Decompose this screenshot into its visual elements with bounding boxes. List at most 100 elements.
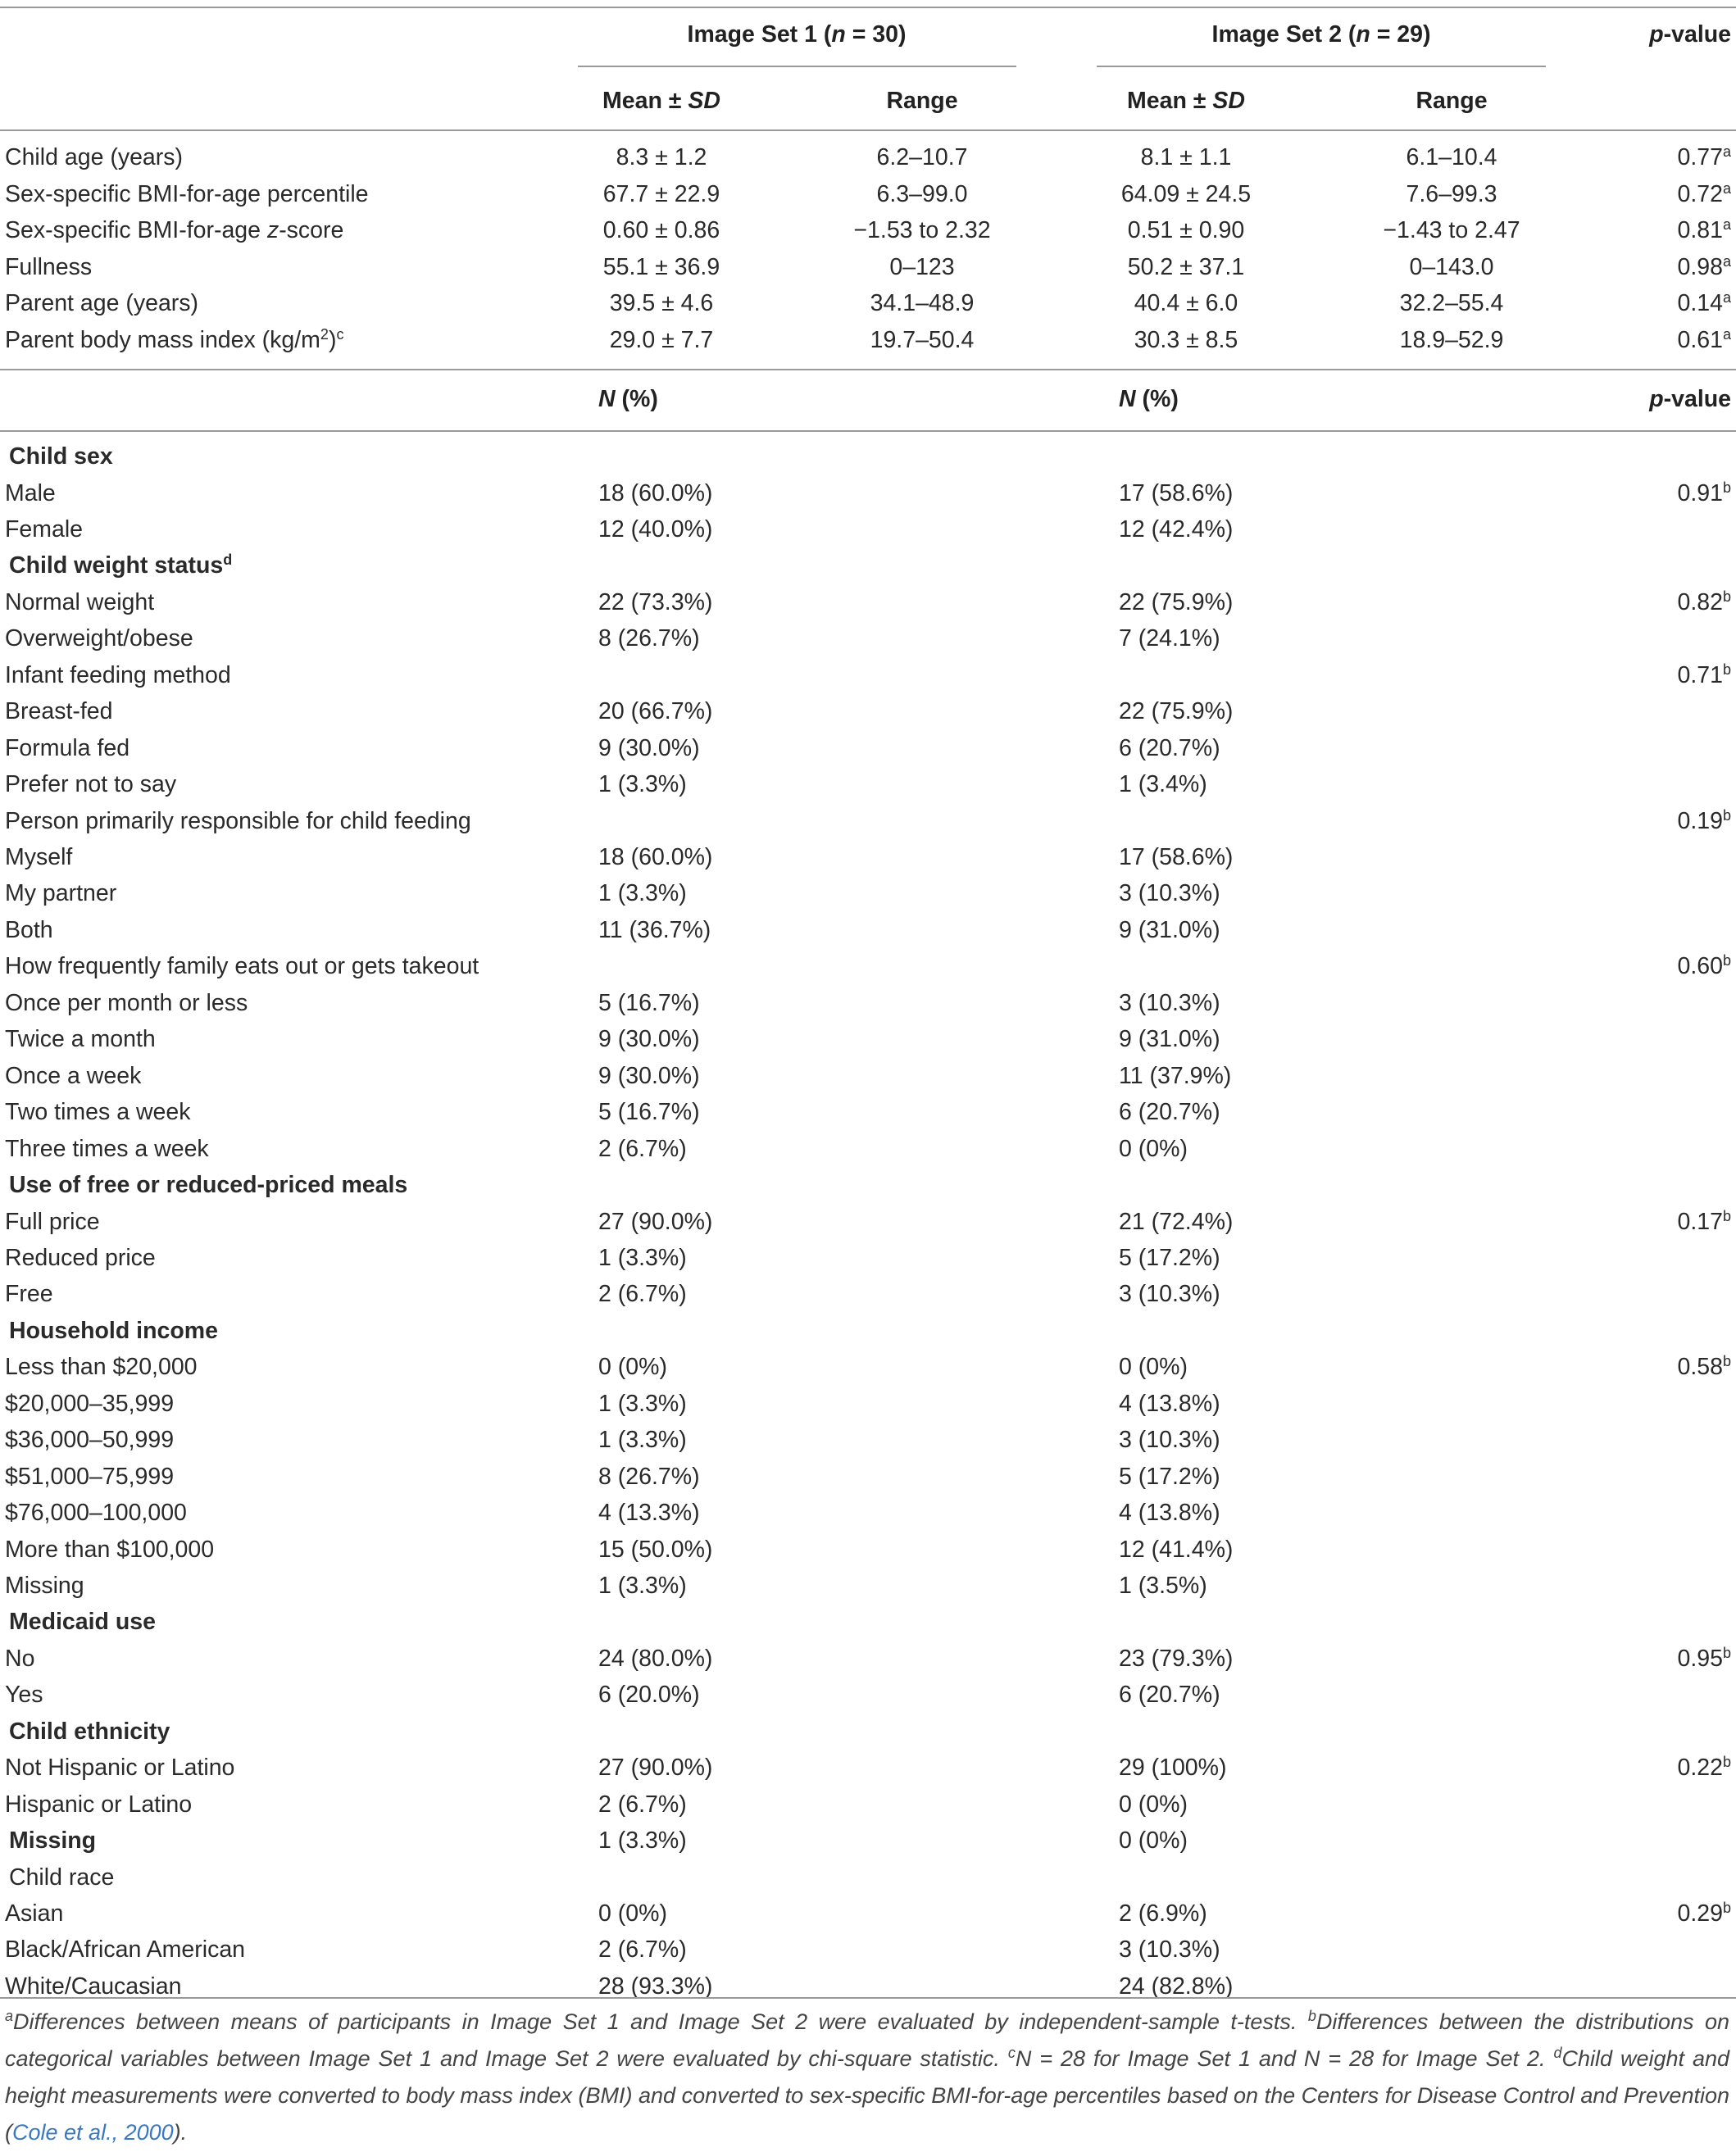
p-value-sup: b bbox=[1722, 1207, 1731, 1224]
row-label-text: Use of free or reduced-priced meals bbox=[9, 1172, 408, 1198]
row-label: Formula fed bbox=[5, 732, 130, 765]
row-label: Sex-specific BMI-for-age percentile bbox=[5, 178, 369, 211]
mean-sd-set2: 8.1 ± 1.1 bbox=[1140, 144, 1232, 170]
p-value: 0.17b bbox=[1678, 1205, 1732, 1238]
row-label: Not Hispanic or Latino bbox=[5, 1751, 234, 1784]
p-value-sup: b bbox=[1722, 588, 1731, 605]
row-label-sup: c bbox=[336, 325, 344, 343]
row-label-text: Child weight status bbox=[9, 552, 224, 579]
row-label: Both bbox=[5, 914, 53, 947]
n-pct-set2: 6 (20.7%) bbox=[1119, 1682, 1220, 1709]
row-label: Male bbox=[5, 477, 56, 510]
n-pct-set2: 5 (17.2%) bbox=[1119, 1463, 1220, 1490]
p-value-number: 0.14 bbox=[1677, 290, 1723, 316]
n-pct-set1: 20 (66.7%) bbox=[598, 698, 713, 725]
p-value-sup: b bbox=[1722, 479, 1731, 496]
row-label: Two times a week bbox=[5, 1096, 191, 1128]
p-value-sup: a bbox=[1722, 325, 1731, 343]
n-pct-set1: 1 (3.3%) bbox=[598, 1573, 687, 1599]
p-value-sup: b bbox=[1722, 1645, 1731, 1661]
row-label-text: Three times a week bbox=[5, 1135, 209, 1162]
n-pct-set1: 4 (13.3%) bbox=[598, 1500, 700, 1527]
row-label: Black/African American bbox=[5, 1933, 245, 1966]
row-label-text: Less than $20,000 bbox=[5, 1354, 198, 1381]
row-label: Myself bbox=[5, 841, 72, 874]
n-pct-set2: 3 (10.3%) bbox=[1119, 1427, 1220, 1454]
row-label-text: More than $100,000 bbox=[5, 1536, 215, 1563]
range-set1: 34.1–48.9 bbox=[870, 290, 975, 316]
p-value-sup: a bbox=[1722, 252, 1731, 270]
p-value: 0.14a bbox=[1678, 287, 1732, 320]
n-pct-set2: 5 (17.2%) bbox=[1119, 1244, 1220, 1271]
row-label-text: $51,000–75,999 bbox=[5, 1463, 175, 1490]
n-pct-set1: 8 (26.7%) bbox=[598, 1463, 700, 1490]
section-heading: Household income bbox=[9, 1314, 218, 1347]
row-label: $51,000–75,999 bbox=[5, 1460, 174, 1493]
n-pct-set2: 0 (0%) bbox=[1119, 1827, 1188, 1855]
n-pct-set1: 18 (60.0%) bbox=[598, 479, 713, 506]
p-value: 0.77a bbox=[1678, 141, 1732, 174]
row-label: Parent age (years) bbox=[5, 287, 198, 320]
row-label: Infant feeding method bbox=[5, 659, 231, 692]
n-pct-set2: 17 (58.6%) bbox=[1119, 479, 1234, 506]
col-n-pct-set2: N (%) bbox=[1119, 386, 1179, 412]
row-label-text: Child ethnicity bbox=[9, 1718, 170, 1745]
row-label-text: Missing bbox=[5, 1573, 84, 1599]
n-pct-set1: 1 (3.3%) bbox=[598, 880, 687, 907]
p-value: 0.82b bbox=[1678, 586, 1732, 619]
row-label: Asian bbox=[5, 1897, 63, 1930]
set1-underline bbox=[578, 66, 1016, 67]
p-value-number: 0.98 bbox=[1677, 253, 1723, 280]
row-label-sup: 2 bbox=[320, 325, 329, 343]
row-label: Hispanic or Latino bbox=[5, 1788, 192, 1821]
mean-sd-set2: 0.51 ± 0.90 bbox=[1127, 217, 1245, 243]
n-pct-set1: 0 (0%) bbox=[598, 1354, 667, 1381]
n-pct-set2: 3 (10.3%) bbox=[1119, 989, 1220, 1016]
row-label-text: Twice a month bbox=[5, 1026, 156, 1053]
p-value-header-top: p-value bbox=[1649, 21, 1731, 48]
citation-link[interactable]: Cole et al., 2000 bbox=[12, 2120, 174, 2145]
table-bottom-rule bbox=[0, 1997, 1736, 1999]
row-label-text: Medicaid use bbox=[9, 1609, 156, 1636]
p-value-sup: a bbox=[1722, 289, 1731, 306]
group-header-set1: Image Set 1 (n = 30) bbox=[687, 21, 907, 48]
row-label: Fullness bbox=[5, 251, 92, 284]
section-heading: Medicaid use bbox=[9, 1605, 156, 1638]
p-value: 0.61a bbox=[1678, 324, 1732, 356]
p-value: 0.29b bbox=[1678, 1897, 1732, 1930]
n-pct-set2: 22 (75.9%) bbox=[1119, 698, 1234, 725]
row-label-text: Fullness bbox=[5, 253, 93, 280]
row-label-text: Prefer not to say bbox=[5, 771, 177, 797]
row-label-text: Child sex bbox=[9, 443, 113, 470]
row-label-text: Child age (years) bbox=[5, 144, 184, 170]
p-value-number: 0.58 bbox=[1677, 1354, 1723, 1381]
row-label-text: $76,000–100,000 bbox=[5, 1500, 187, 1527]
row-label: $36,000–50,999 bbox=[5, 1423, 174, 1456]
row-label-text: Free bbox=[5, 1281, 53, 1308]
p-value-sup: a bbox=[1722, 216, 1731, 234]
row-label-sup: d bbox=[223, 552, 233, 569]
row-label-text: $20,000–35,999 bbox=[5, 1390, 175, 1417]
row-label: Overweight/obese bbox=[5, 622, 193, 655]
n-pct-set2: 17 (58.6%) bbox=[1119, 844, 1234, 870]
row-label-italic: z bbox=[266, 217, 279, 243]
p-value-number: 0.17 bbox=[1677, 1208, 1723, 1235]
n-pct-set1: 15 (50.0%) bbox=[598, 1536, 713, 1563]
row-label: Reduced price bbox=[5, 1242, 156, 1274]
row-label-text: Female bbox=[5, 515, 84, 543]
range-set1: 19.7–50.4 bbox=[870, 326, 975, 353]
row-label-text: Normal weight bbox=[5, 588, 155, 615]
row-label: Sex-specific BMI-for-age z-score bbox=[5, 214, 343, 247]
row-label-text: Missing bbox=[9, 1827, 97, 1855]
row-label-text: No bbox=[5, 1645, 35, 1672]
p-value-sup: b bbox=[1722, 806, 1731, 824]
p-value-number: 0.19 bbox=[1677, 807, 1723, 834]
n-pct-set2: 11 (37.9%) bbox=[1119, 1062, 1232, 1089]
row-label-text: Male bbox=[5, 479, 56, 506]
p-value-number: 0.61 bbox=[1677, 326, 1723, 353]
row-label-text: Yes bbox=[5, 1682, 43, 1709]
group-header-set2: Image Set 2 (n = 29) bbox=[1211, 21, 1431, 48]
row-label-text: Formula fed bbox=[5, 734, 130, 761]
section-heading: Child sex bbox=[9, 440, 113, 473]
range-set2: 6.1–10.4 bbox=[1406, 144, 1497, 170]
